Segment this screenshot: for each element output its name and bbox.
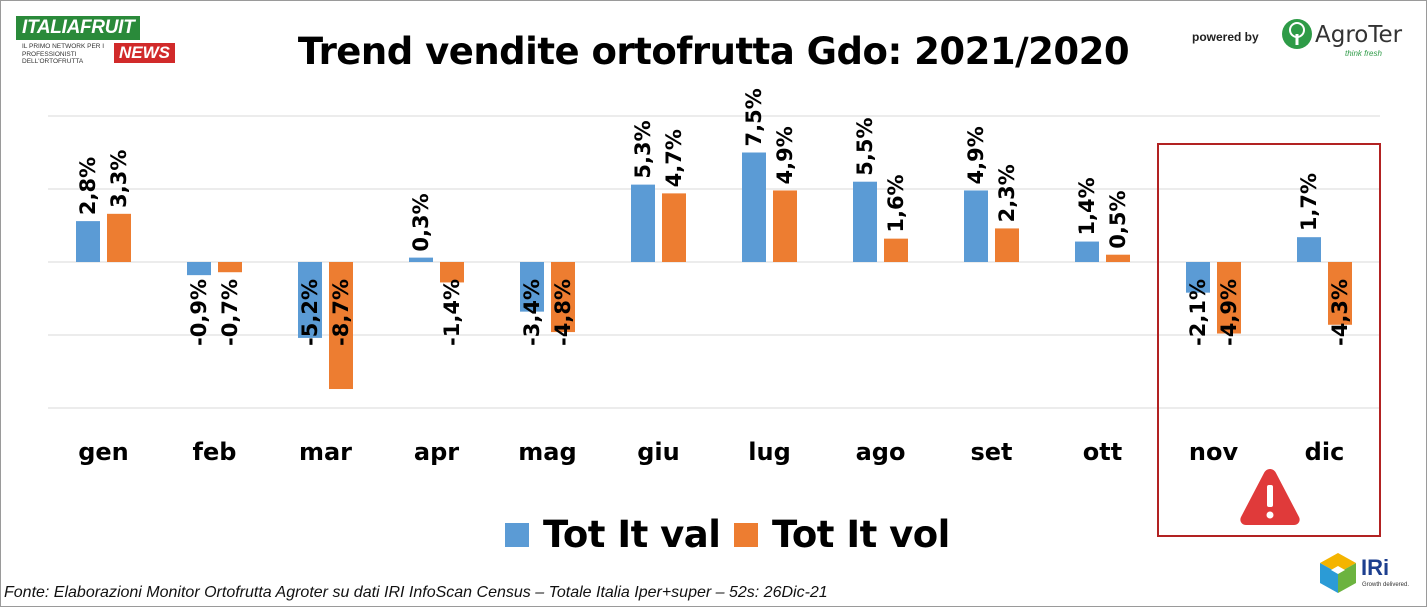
italiafruit-logo: ITALIAFRUIT IL PRIMO NETWORK PER I PROFE… <box>16 16 186 68</box>
bar-val <box>409 257 433 262</box>
bar-vol <box>1106 254 1130 262</box>
data-label: 2,8% <box>76 157 100 215</box>
data-label: -0,9% <box>187 279 211 346</box>
data-label: -4,9% <box>1217 279 1241 346</box>
highlight-box <box>1157 143 1381 537</box>
bar-vol <box>440 262 464 283</box>
data-label: 1,7% <box>1297 173 1321 231</box>
data-label: -3,4% <box>520 279 544 346</box>
logo-text: ITALIAFRUIT <box>16 16 141 40</box>
bar-val <box>742 152 766 262</box>
bar-vol <box>107 213 131 262</box>
data-label: 4,9% <box>964 126 988 184</box>
x-tick-label: ott <box>1083 438 1122 466</box>
warning-triangle-icon <box>1240 469 1300 525</box>
powered-by-label: powered by <box>1192 30 1259 44</box>
source-note: Fonte: Elaborazioni Monitor Ortofrutta A… <box>4 584 828 601</box>
bar-vol <box>884 238 908 262</box>
iri-tagline: Growth delivered. <box>1362 582 1410 588</box>
bar-val <box>964 190 988 262</box>
agroter-tree-icon <box>1282 19 1312 49</box>
legend-label-vol: Tot It vol <box>772 513 950 556</box>
logo-subtitle: IL PRIMO NETWORK PER I PROFESSIONISTI DE… <box>22 43 105 65</box>
agroter-name: AgroTer <box>1315 22 1403 48</box>
bar-val <box>298 262 322 338</box>
bar-vol <box>1217 262 1241 334</box>
x-tick-label: mag <box>518 438 576 466</box>
data-label: -4,3% <box>1328 279 1352 346</box>
bar-val <box>1186 262 1210 293</box>
iri-logo-text: IRi <box>1361 555 1390 580</box>
data-label: 0,3% <box>409 193 433 251</box>
x-tick-label: mar <box>299 438 352 466</box>
data-label: 2,3% <box>995 164 1019 222</box>
data-label: -2,1% <box>1186 279 1210 346</box>
iri-cube-icon <box>1320 553 1356 593</box>
bar-vol <box>662 193 686 262</box>
data-label: 5,3% <box>631 120 655 178</box>
bar-vol <box>1328 262 1352 325</box>
bar-val <box>1075 241 1099 262</box>
data-label: -1,4% <box>440 279 464 346</box>
x-tick-label: gen <box>78 438 129 466</box>
bar-val <box>520 262 544 312</box>
data-label: -8,7% <box>329 279 353 346</box>
data-label: 0,5% <box>1106 190 1130 248</box>
x-tick-label: nov <box>1189 438 1239 466</box>
x-tick-label: feb <box>193 438 237 466</box>
data-label: 1,4% <box>1075 177 1099 235</box>
data-label: -4,8% <box>551 279 575 346</box>
agroter-tagline: think fresh <box>1345 49 1382 58</box>
x-tick-label: giu <box>637 438 680 466</box>
bar-vol <box>773 190 797 262</box>
x-tick-label: lug <box>748 438 791 466</box>
data-label: 3,3% <box>107 150 131 208</box>
bar-val <box>187 262 211 276</box>
legend-swatch-vol <box>734 522 758 547</box>
x-tick-label: apr <box>414 438 459 466</box>
data-label: 4,9% <box>773 126 797 184</box>
x-tick-label: set <box>970 438 1012 466</box>
bar-val <box>631 184 655 262</box>
bar-vol <box>551 262 575 333</box>
data-label: 5,5% <box>853 117 877 175</box>
bar-vol <box>218 262 242 273</box>
legend-label-val: Tot It val <box>543 513 721 556</box>
bar-val <box>853 181 877 262</box>
data-label: 4,7% <box>662 129 686 187</box>
bar-val <box>1297 237 1321 262</box>
x-tick-label: dic <box>1305 438 1345 466</box>
legend-swatch-val <box>505 522 529 547</box>
bar-val <box>76 221 100 262</box>
legend-item-vol: Tot It vol <box>734 513 950 556</box>
data-label: -5,2% <box>298 279 322 346</box>
legend-item-val: Tot It val <box>505 513 721 556</box>
bar-vol <box>995 228 1019 262</box>
logo-news: NEWS <box>114 43 175 63</box>
data-label: -0,7% <box>218 279 242 346</box>
x-tick-label: ago <box>856 438 906 466</box>
bar-vol <box>329 262 353 390</box>
data-label: 1,6% <box>884 174 908 232</box>
chart-title: Trend vendite ortofrutta Gdo: 2021/2020 <box>297 30 1130 73</box>
data-label: 7,5% <box>742 88 766 146</box>
